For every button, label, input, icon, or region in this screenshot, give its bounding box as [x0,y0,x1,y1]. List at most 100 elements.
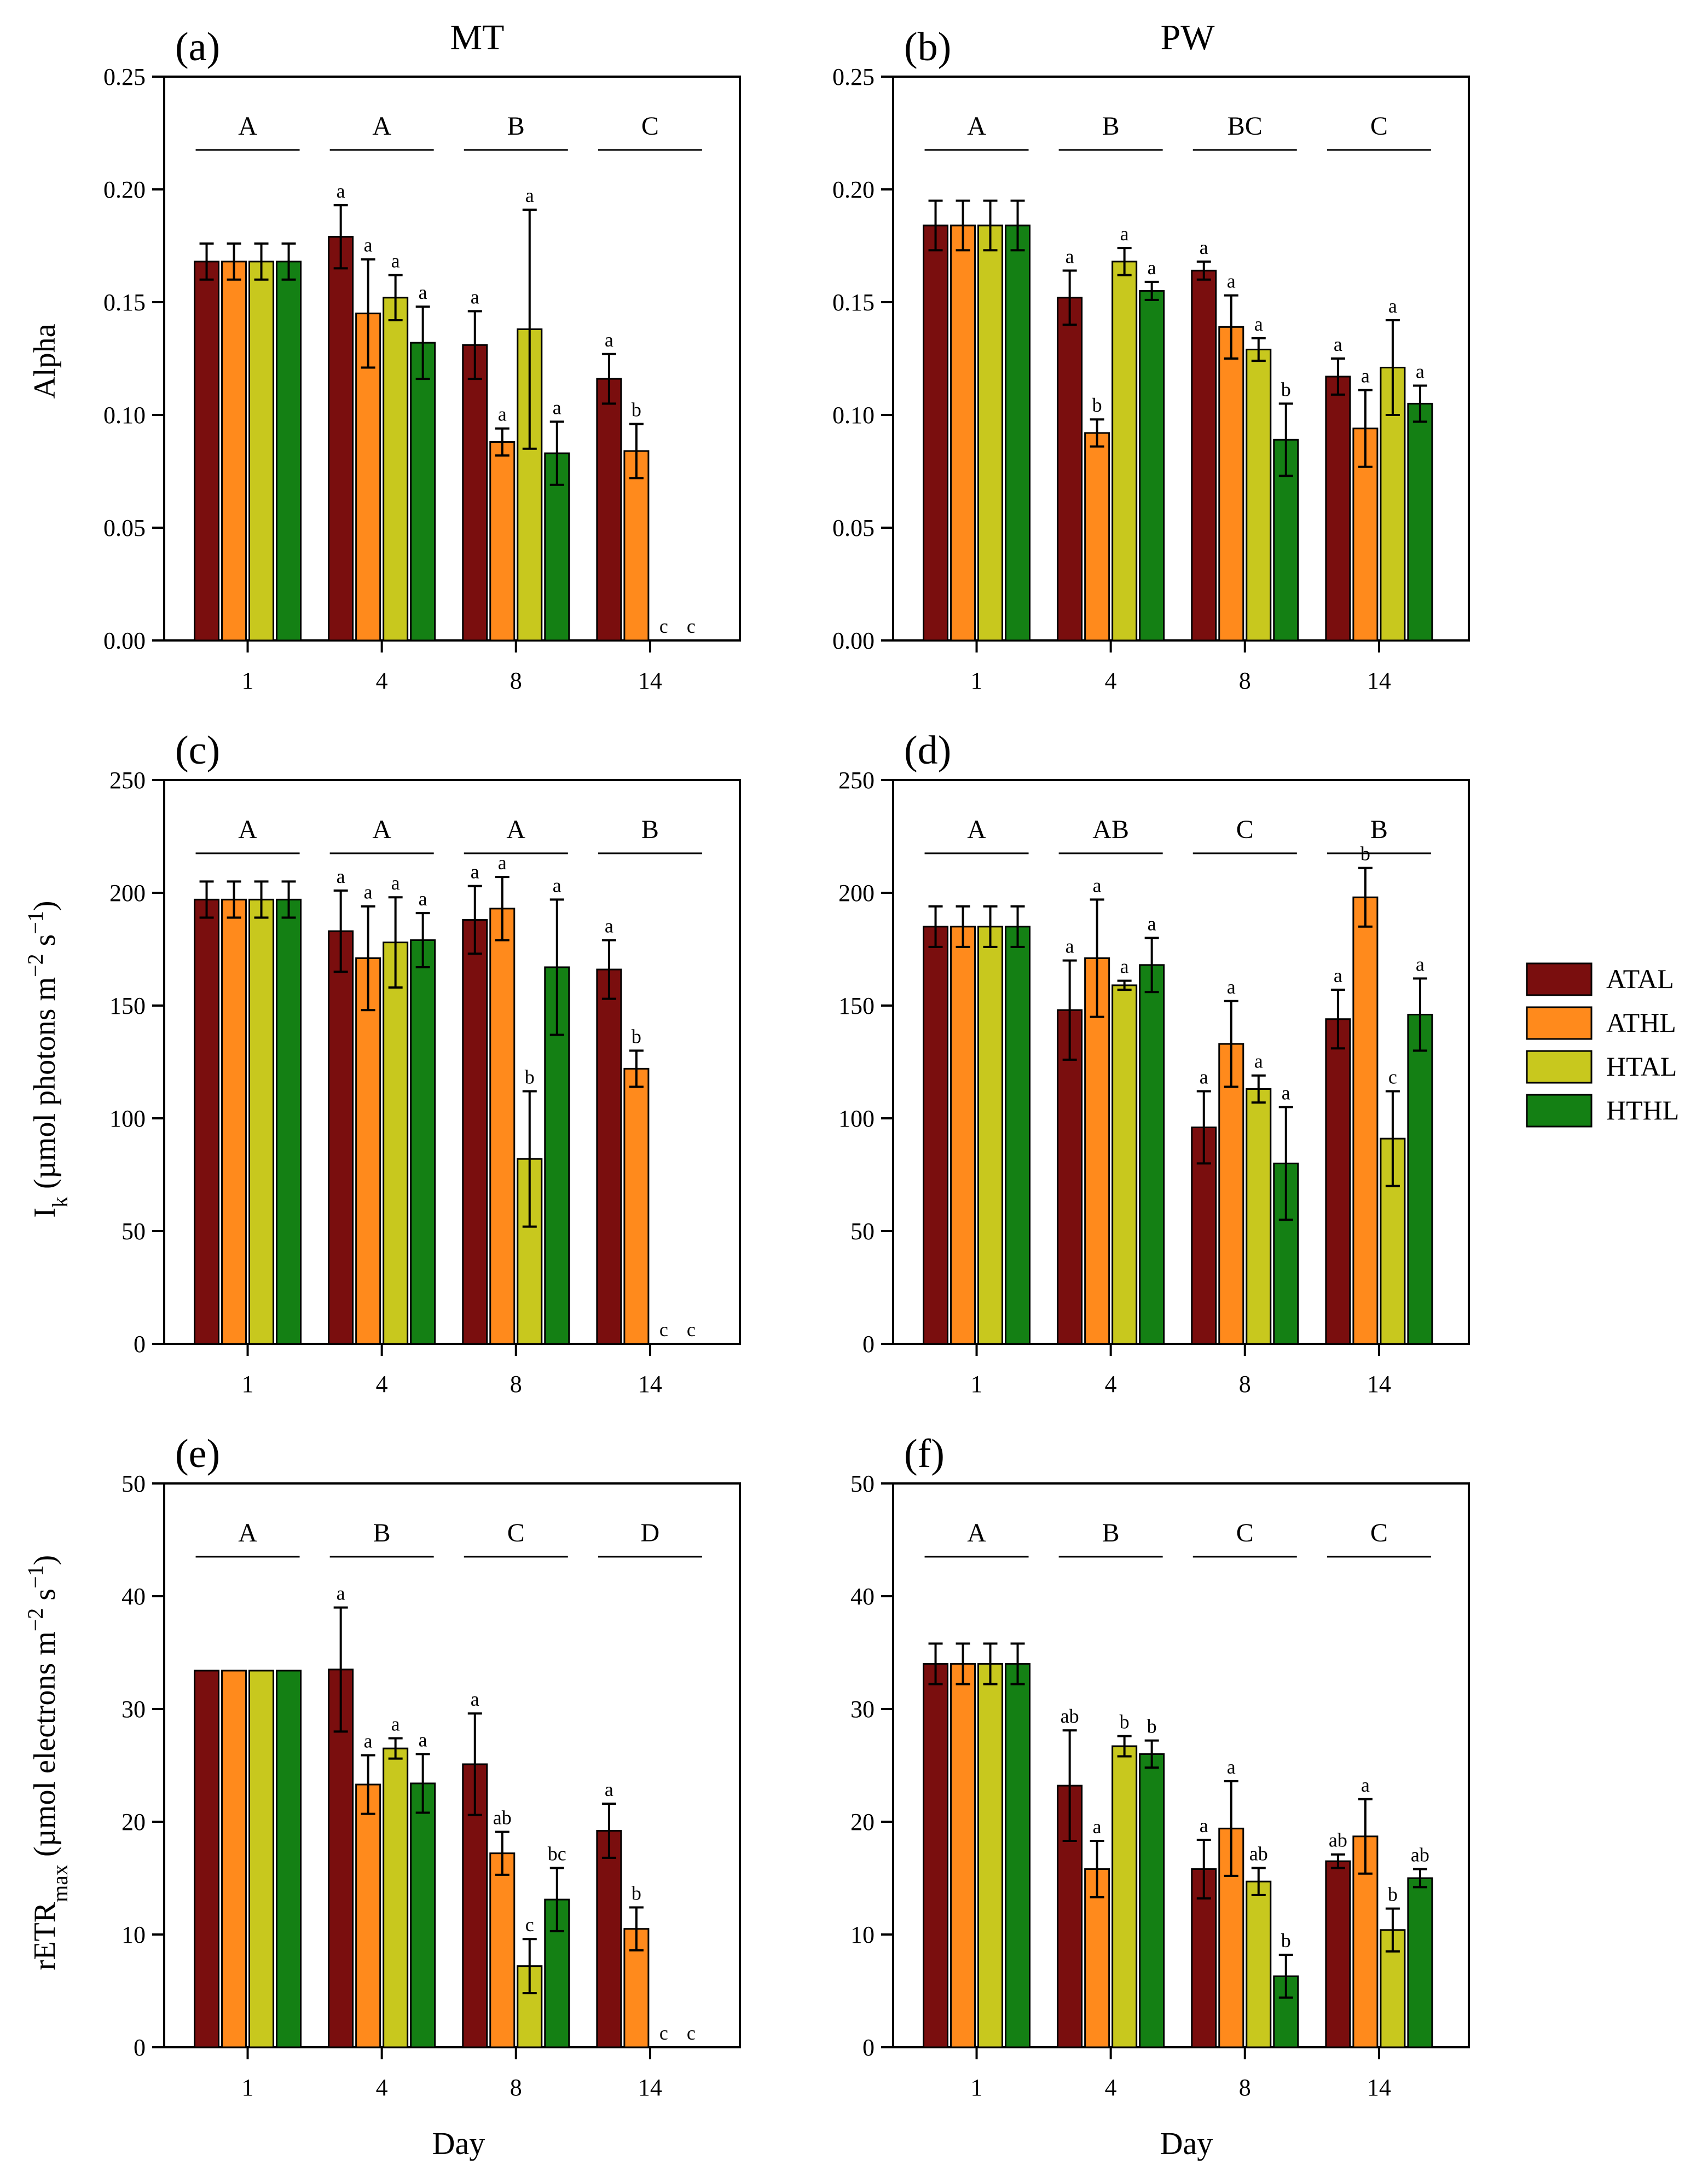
legend-swatch-atal [1526,962,1593,996]
group-letter: A [372,112,391,141]
bar-atal [1191,269,1217,642]
group-letter: A [238,112,257,141]
significance-letter: a [1148,913,1156,934]
legend-swatch-athl [1526,1006,1593,1040]
legend-label-athl: ATHL [1606,1007,1676,1038]
bar-htal [248,261,275,642]
group-letter: A [506,815,525,844]
bar-atal [1325,1860,1351,2048]
significance-letter: b [1388,1884,1398,1905]
panel-a: (a)0.000.050.100.150.200.251 4 8 14A A B Caaaa… [103,25,741,694]
significance-letter: a [1282,1082,1290,1104]
panel-letter: (f) [904,1431,945,1476]
y-tick-label: 0.15 [103,289,146,316]
bar-hthl [1407,1013,1433,1345]
x-tick-label: 8 [1239,2074,1251,2101]
significance-letter: a [364,234,373,256]
bar-htal [383,297,409,642]
significance-letter: a [471,861,479,883]
legend-label-atal: ATAL [1606,963,1674,994]
y-tick-label: 150 [109,992,146,1019]
significance-letter: a [391,250,400,272]
significance-letter: b [1360,843,1370,865]
y-tick-label: 40 [121,1583,146,1610]
y-tick-label: 0.05 [103,515,146,541]
x-tick-label: 1 [971,2074,983,2101]
significance-letter: c [659,2022,668,2044]
panel-letter: (a) [175,25,220,70]
bar-athl [950,1663,976,2048]
group-letter: C [1370,1518,1388,1547]
significance-letter: a [1416,954,1425,975]
bar-atal [596,1829,622,2048]
bar-athl [355,1783,381,2048]
significance-letter: ab [1249,1843,1268,1864]
bar-athl [1084,432,1110,642]
y-tick-label: 100 [838,1105,875,1132]
bar-atal [923,926,949,1345]
bar-hthl [1139,290,1165,642]
significance-letter: b [1092,394,1102,416]
y-tick-label: 0.25 [832,63,875,90]
bar-athl [355,957,381,1345]
significance-letter: a [1200,1815,1208,1837]
significance-letter: b [1281,378,1291,400]
significance-letter: a [1200,236,1208,258]
bar-atal [1325,376,1351,642]
significance-letter: a [1254,313,1263,335]
group-letter: C [1370,112,1388,141]
bar-hthl [276,898,302,1345]
x-tick-label: 4 [376,2074,388,2101]
bar-hthl [410,342,436,642]
bar-htal [1246,1880,1272,2048]
legend-label-hthl: HTHL [1606,1095,1679,1125]
y-tick-label: 50 [121,1218,146,1245]
significance-letter: a [605,329,613,351]
significance-letter: a [337,865,345,887]
bar-atal [1057,297,1083,642]
significance-letter: b [525,1066,535,1088]
y-tick-label: 30 [121,1696,146,1723]
significance-letter: a [1066,245,1074,267]
significance-letter: a [1227,1756,1236,1778]
y-tick-label: 0.25 [103,63,146,90]
group-letter: A [967,1518,986,1547]
bar-htal [1111,1745,1138,2048]
bar-atal [194,898,220,1345]
y-tick-label: 0.00 [103,627,146,654]
y-tick-label: 10 [850,1921,875,1948]
bar-athl [1352,896,1379,1345]
bar-athl [221,1670,247,2048]
bar-atal [1057,1009,1083,1345]
group-letter: A [372,815,391,844]
plot-frame [163,779,741,1345]
significance-letter: ab [493,1807,512,1829]
significance-letter: a [1416,360,1425,382]
x-tick-label: 1 [971,1371,983,1398]
x-tick-label: 8 [510,1371,522,1398]
bar-athl [1218,1043,1244,1345]
y-tick-label: 150 [838,992,875,1019]
y-tick-label: 0 [862,2034,875,2061]
bar-atal [596,968,622,1345]
group-letter: B [507,112,525,141]
significance-letter: b [1281,1930,1291,1951]
significance-letter: ab [1329,1829,1347,1851]
group-letter: AB [1092,815,1129,844]
bar-htal [383,942,409,1345]
bar-atal [596,378,622,642]
bar-hthl [1139,1753,1165,2048]
significance-letter: a [1066,936,1074,957]
bar-atal [1325,1018,1351,1345]
group-letter: A [967,815,986,844]
y-tick-label: 0.00 [832,627,875,654]
y-tick-label: 20 [121,1809,146,1835]
plot-frame [163,76,741,642]
bar-atal [462,344,488,642]
significance-letter: a [1334,333,1342,355]
significance-letter: a [1361,365,1370,387]
bar-htal [977,1663,1004,2048]
group-letter: B [1102,1518,1120,1547]
bar-atal [923,224,949,642]
